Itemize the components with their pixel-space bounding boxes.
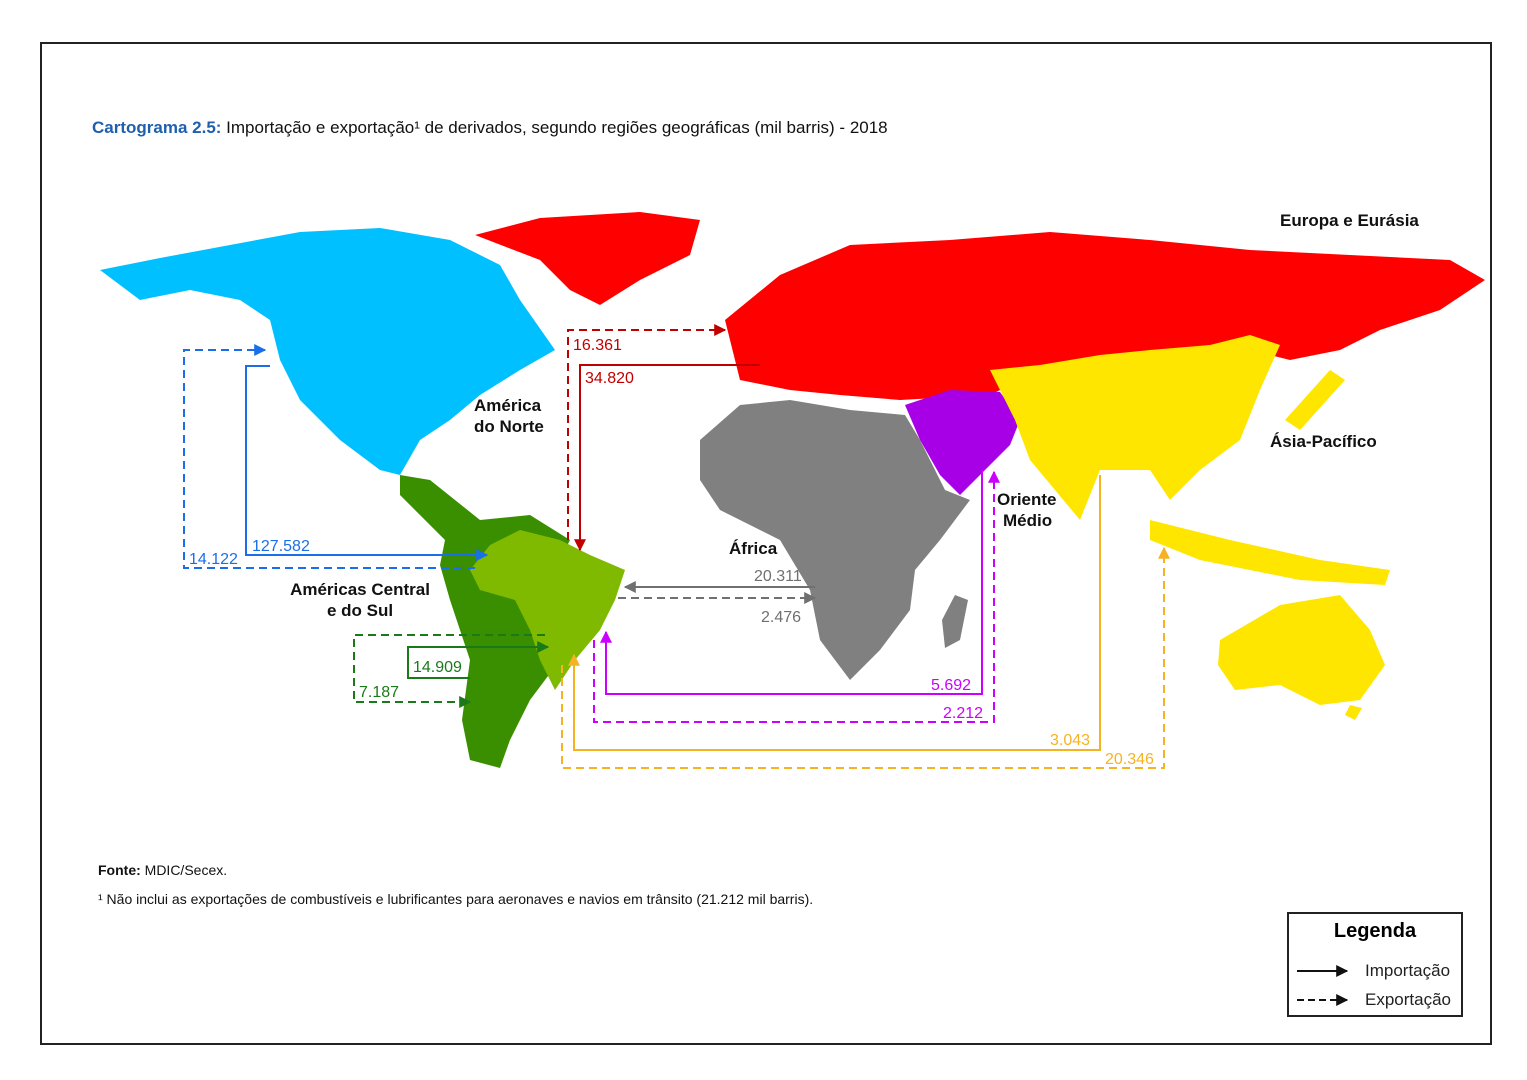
- flow-europe: [567, 324, 760, 552]
- flow-central-south-america: [353, 634, 550, 708]
- australia-shape: [1218, 595, 1385, 705]
- value-africa-export: 2.476: [761, 609, 801, 626]
- value-europe-export: 16.361: [573, 337, 622, 354]
- import-line-north-america: [245, 365, 489, 561]
- source-note: Fonte: MDIC/Secex.: [98, 862, 227, 878]
- export-line-europe: [567, 324, 727, 540]
- brazil-shape: [470, 530, 625, 690]
- label-europe-eurasia: Europa e Eurásia: [1280, 211, 1419, 230]
- legend: Legenda Importação Exportação: [1287, 912, 1463, 1017]
- legend-title: Legenda: [1333, 920, 1417, 942]
- import-line-central-south-america: [407, 641, 550, 679]
- legend-export-label: Exportação: [1365, 990, 1451, 1009]
- europe-eurasia-shape: [725, 232, 1485, 400]
- value-middle-east-export: 2.212: [943, 705, 983, 722]
- title-label: Cartograma 2.5:: [92, 118, 222, 137]
- new-zealand-shape: [1345, 705, 1362, 720]
- export-line-asia-pacific: [561, 546, 1170, 769]
- map-title: Cartograma 2.5: Importação e exportação¹…: [92, 118, 888, 138]
- source-text: MDIC/Secex.: [144, 862, 228, 878]
- label-north-america-2: do Norte: [474, 417, 544, 436]
- indonesia-shape: [1150, 520, 1390, 585]
- export-line-middle-east: [593, 470, 1000, 723]
- label-asia-pacific: Ásia-Pacífico: [1270, 432, 1377, 451]
- footnote: ¹ Não inclui as exportações de combustív…: [98, 891, 814, 907]
- label-csa-1: Américas Central: [290, 580, 430, 599]
- value-asia-pacific-export: 20.346: [1105, 751, 1154, 768]
- flow-africa: [618, 581, 817, 604]
- value-north-america-export: 14.122: [189, 551, 238, 568]
- import-line-asia-pacific: [568, 475, 1101, 751]
- value-csa-import: 14.909: [413, 659, 462, 676]
- import-line-europe: [574, 364, 760, 552]
- export-line-central-south-america: [353, 634, 545, 708]
- japan-shape: [1285, 370, 1345, 430]
- asia-pacific-shape: [990, 335, 1280, 520]
- madagascar-shape: [942, 595, 968, 648]
- value-north-america-import: 127.582: [252, 538, 310, 555]
- africa-shape: [700, 400, 970, 680]
- label-csa-2: e do Sul: [327, 601, 393, 620]
- label-middle-east-1: Oriente: [997, 490, 1057, 509]
- value-middle-east-import: 5.692: [931, 677, 971, 694]
- value-africa-import: 20.311: [754, 568, 802, 585]
- export-line-north-america: [183, 344, 475, 569]
- import-line-middle-east: [600, 470, 983, 695]
- middle-east-shape: [905, 390, 1020, 495]
- flow-middle-east: [593, 470, 1000, 723]
- north-america-shape: [100, 228, 555, 475]
- label-middle-east-2: Médio: [1003, 511, 1052, 530]
- value-asia-pacific-import: 3.043: [1050, 732, 1090, 749]
- source-label: Fonte:: [98, 862, 141, 878]
- value-csa-export: 7.187: [359, 684, 399, 701]
- label-africa: África: [729, 539, 778, 558]
- legend-import-label: Importação: [1365, 961, 1451, 980]
- title-text: Importação e exportação¹ de derivados, s…: [226, 118, 888, 137]
- flow-north-america: [183, 344, 489, 569]
- greenland-shape: [475, 212, 700, 305]
- label-north-america-1: América: [474, 396, 542, 415]
- map-frame: [40, 42, 1492, 1045]
- legend-symbols: [1297, 965, 1349, 1006]
- value-europe-import: 34.820: [585, 370, 634, 387]
- flow-asia-pacific: [561, 475, 1170, 769]
